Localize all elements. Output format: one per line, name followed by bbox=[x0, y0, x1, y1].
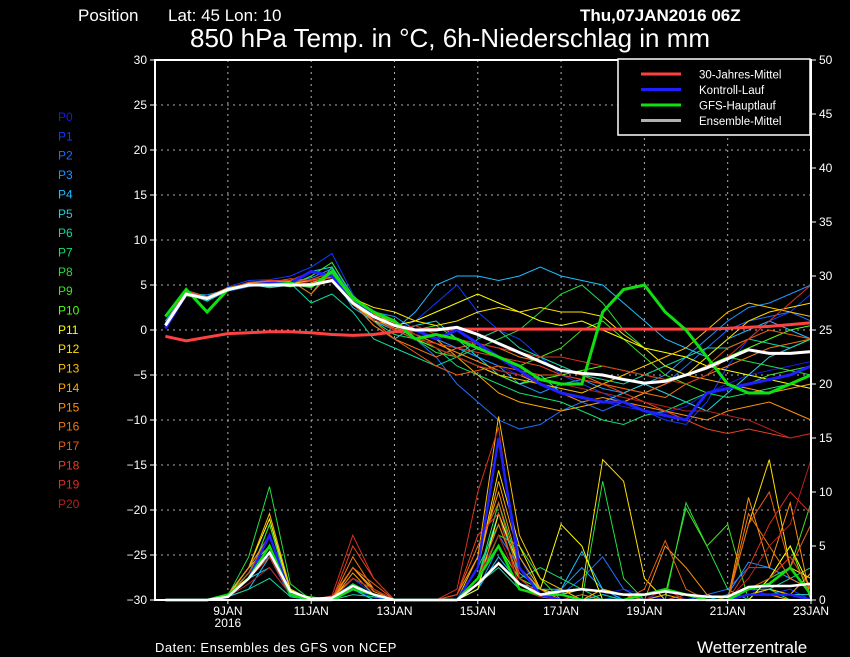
y-left-tick-label: 15 bbox=[134, 188, 148, 202]
member-label-P0: P0 bbox=[58, 110, 73, 124]
y-right-tick-label: 35 bbox=[819, 215, 833, 229]
y-right-tick-label: 30 bbox=[819, 269, 833, 283]
data-source: Daten: Ensembles des GFS von NCEP bbox=[155, 640, 397, 655]
y-left-tick-label: 10 bbox=[134, 233, 148, 247]
climate-mean-line bbox=[165, 321, 812, 343]
y-right-tick-label: 45 bbox=[819, 107, 833, 121]
y-left-tick-label: −20 bbox=[127, 503, 148, 517]
member-label-P17: P17 bbox=[58, 439, 80, 453]
x-tick-label: 11JAN bbox=[294, 604, 329, 618]
y-left-tick-label: −15 bbox=[127, 458, 148, 472]
y-left-tick-label: 25 bbox=[134, 98, 148, 112]
brand-wetterzentrale: Wetterzentrale bbox=[697, 638, 807, 657]
member-label-P7: P7 bbox=[58, 245, 73, 259]
member-label-P8: P8 bbox=[58, 265, 73, 279]
member-label-P19: P19 bbox=[58, 478, 80, 492]
legend-label: GFS-Hauptlauf bbox=[699, 101, 777, 113]
y-left-tick-label: −10 bbox=[127, 413, 148, 427]
y-right-tick-label: 5 bbox=[819, 539, 826, 553]
mean-precip-line bbox=[165, 550, 812, 602]
y-right-tick-label: 15 bbox=[819, 431, 833, 445]
chart-title: 850 hPa Temp. in °C, 6h-Niederschlag in … bbox=[190, 23, 710, 53]
member-label-P5: P5 bbox=[58, 207, 73, 221]
member-label-P18: P18 bbox=[58, 458, 80, 472]
y-left-tick-label: 0 bbox=[140, 323, 147, 337]
y-right-tick-label: 0 bbox=[819, 593, 826, 607]
legend-box bbox=[617, 58, 811, 136]
member-label-P1: P1 bbox=[58, 129, 73, 143]
legend-label: 30-Jahres-Mittel bbox=[699, 70, 781, 82]
member-temp-line-P1 bbox=[164, 252, 812, 426]
member-labels: P0 P1 P2 P3 P4 P5 P6 P7 P8 P9 P10 P11 P12 P13 P14 P15 P1… bbox=[58, 110, 80, 511]
x-tick-year: 2016 bbox=[215, 616, 242, 630]
member-label-P14: P14 bbox=[58, 381, 80, 395]
legend-label: Kontroll-Lauf bbox=[699, 85, 765, 97]
y-right-tick-label: 20 bbox=[819, 377, 833, 391]
member-temp-line-P18 bbox=[164, 270, 812, 439]
member-label-P16: P16 bbox=[58, 420, 80, 434]
lat-lon: Lat: 45 Lon: 10 bbox=[168, 6, 281, 25]
y-left-tick-label: 30 bbox=[134, 53, 148, 67]
member-label-P4: P4 bbox=[58, 187, 73, 201]
y-right-tick-label: 50 bbox=[819, 53, 833, 67]
member-label-P3: P3 bbox=[58, 168, 73, 182]
y-right-tick-label: 10 bbox=[819, 485, 833, 499]
axes: 302520151050−5−10−15−20−25−3050454035302… bbox=[127, 53, 833, 630]
x-tick-label: 19JAN bbox=[626, 604, 662, 618]
y-left-tick-label: 20 bbox=[134, 143, 148, 157]
y-left-tick-label: 5 bbox=[140, 278, 147, 292]
legend-label: Ensemble-Mittel bbox=[699, 116, 781, 128]
member-label-P6: P6 bbox=[58, 226, 73, 240]
main-lines bbox=[164, 269, 812, 602]
member-label-P9: P9 bbox=[58, 284, 73, 298]
legend: 30-Jahres-Mittel Kontroll-Lauf GFS-Hauptla… bbox=[617, 58, 811, 136]
x-tick-label: 9JAN bbox=[213, 604, 242, 618]
x-tick-label: 13JAN bbox=[376, 604, 412, 618]
y-left-tick-label: −5 bbox=[133, 368, 147, 382]
member-label-P10: P10 bbox=[58, 304, 80, 318]
member-label-P13: P13 bbox=[58, 362, 80, 376]
y-left-tick-label: −25 bbox=[127, 548, 148, 562]
mean-temp-line bbox=[164, 278, 812, 385]
y-right-tick-label: 25 bbox=[819, 323, 833, 337]
position-label: Position bbox=[78, 6, 138, 25]
member-label-P15: P15 bbox=[58, 400, 80, 414]
member-label-P2: P2 bbox=[58, 149, 73, 163]
x-tick-label: 21JAN bbox=[710, 604, 746, 618]
x-tick-label: 15JAN bbox=[460, 604, 496, 618]
y-right-tick-label: 40 bbox=[819, 161, 833, 175]
member-label-P20: P20 bbox=[58, 497, 80, 511]
x-tick-label: 23JAN bbox=[793, 604, 829, 618]
x-tick-label: 17JAN bbox=[543, 604, 579, 618]
y-left-tick-label: −30 bbox=[127, 593, 148, 607]
run-date: Thu,07JAN2016 06Z bbox=[580, 6, 741, 25]
member-precip-line-P9 bbox=[165, 502, 812, 601]
member-label-P11: P11 bbox=[58, 323, 79, 337]
member-label-P12: P12 bbox=[58, 342, 80, 356]
